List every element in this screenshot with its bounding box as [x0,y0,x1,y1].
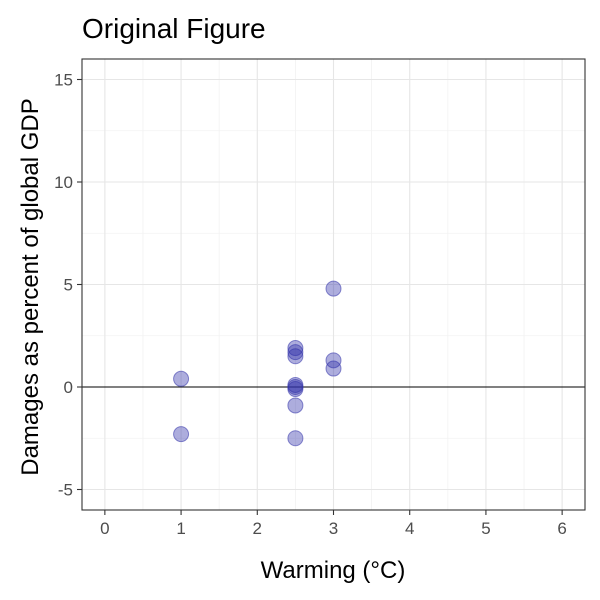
data-points [173,280,342,447]
data-point [173,426,190,443]
data-point [325,280,342,297]
data-point [287,344,304,361]
x-tick-label: 5 [481,519,490,538]
x-tick-label: 2 [253,519,262,538]
y-tick-label: -5 [58,481,73,500]
data-point [287,397,304,414]
data-point [325,352,342,369]
y-axis-title: Damages as percent of global GDP [17,98,44,476]
chart-title: Original Figure [82,13,266,44]
y-tick-label: 5 [64,276,73,295]
grid [82,59,585,510]
axis-ticks: 0 1 2 3 4 5 6 -5 0 5 10 15 [54,71,567,539]
x-tick-label: 6 [557,519,566,538]
x-tick-label: 4 [405,519,414,538]
x-tick-label: 1 [176,519,185,538]
y-tick-label: 15 [54,71,73,90]
data-point [173,370,190,387]
data-point [287,430,304,447]
data-point [325,360,342,377]
x-axis-title: Warming (°C) [261,557,406,584]
y-tick-label: 10 [54,173,73,192]
data-point [287,348,304,365]
data-point [287,340,304,357]
data-point [287,381,304,398]
x-tick-label: 0 [100,519,109,538]
y-tick-label: 0 [64,378,73,397]
x-tick-label: 3 [329,519,338,538]
